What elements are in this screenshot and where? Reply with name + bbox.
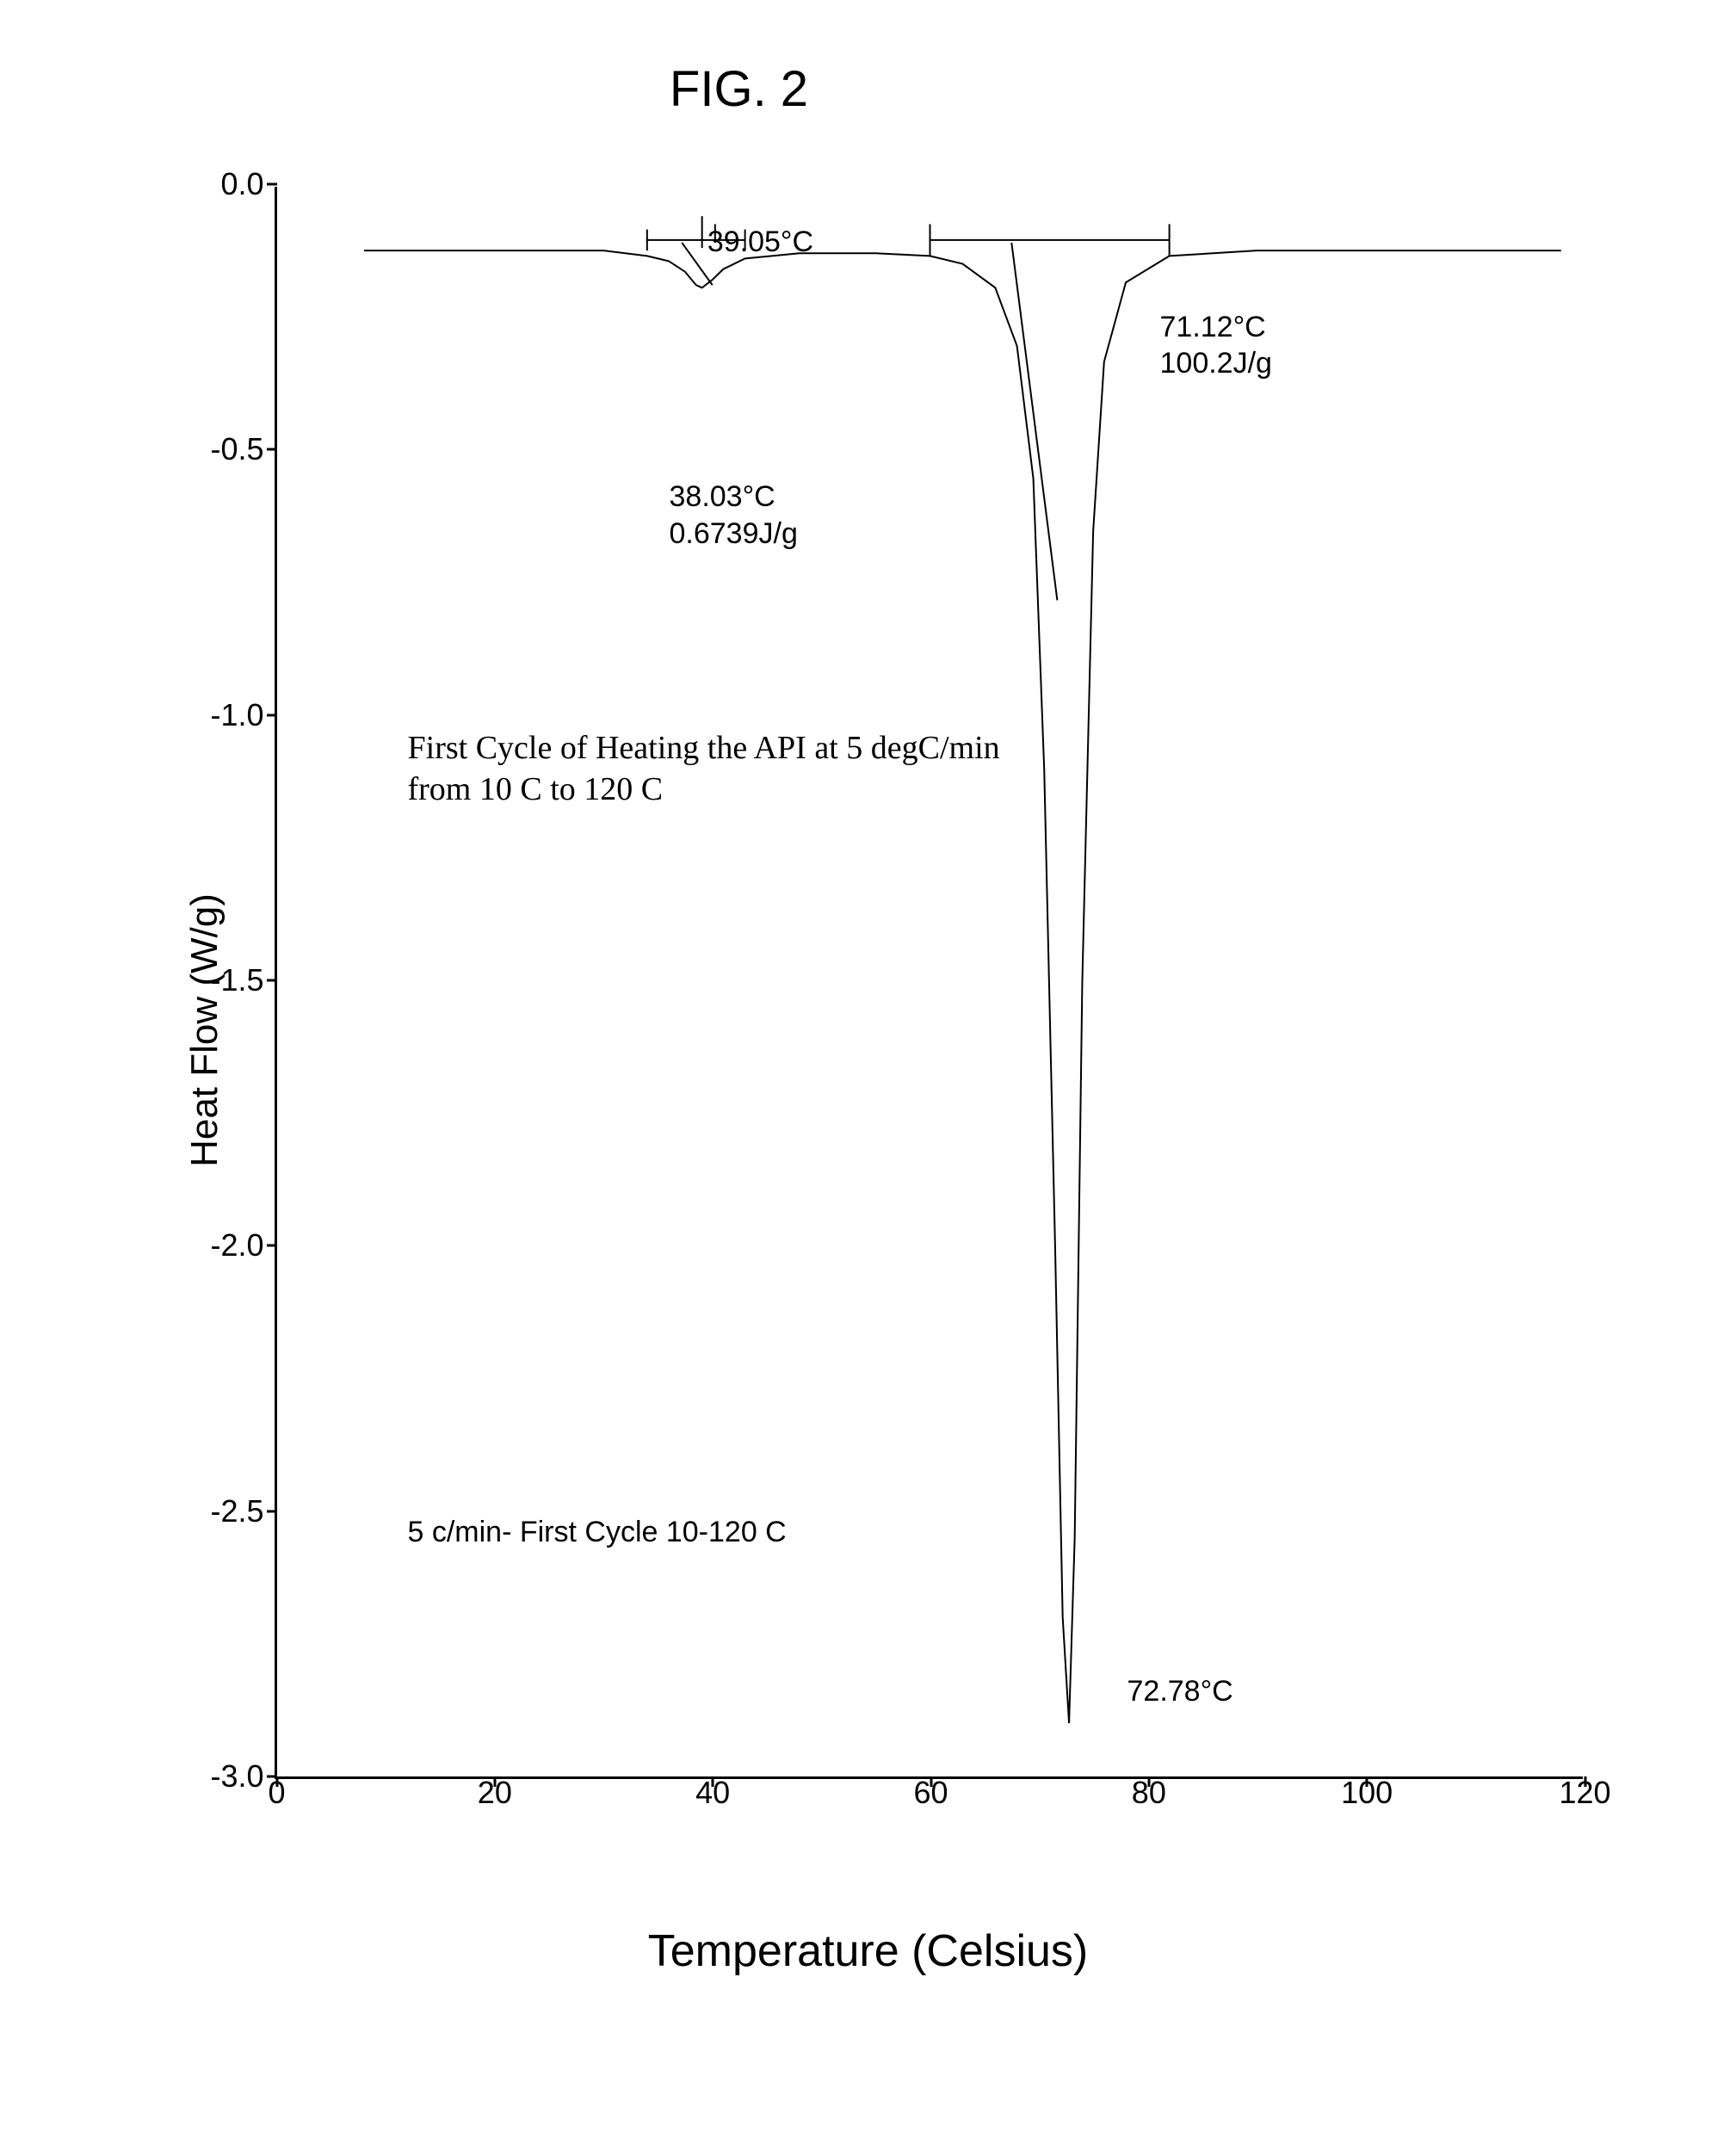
x-tick-label: 60 <box>913 1775 948 1811</box>
peak2-label: 72.78°C <box>1127 1673 1233 1710</box>
plot-area: 0204060801001200.0-0.5-1.0-1.5-2.0-2.5-3… <box>275 187 1583 1779</box>
figure-page: FIG. 2 Heat Flow (W/g) 0204060801001200.… <box>34 34 1702 2116</box>
y-tick-mark <box>267 1245 277 1247</box>
y-tick-label: -3.0 <box>187 1758 264 1795</box>
plot-wrapper: Heat Flow (W/g) 0204060801001200.0-0.5-1… <box>128 187 1609 1874</box>
y-tick-mark <box>267 448 277 451</box>
y-tick-mark <box>267 714 277 716</box>
x-tick-label: 100 <box>1341 1775 1393 1811</box>
x-tick-label: 80 <box>1132 1775 1166 1811</box>
y-tick-label: 0.0 <box>187 166 264 202</box>
y-tick-label: -0.5 <box>187 431 264 467</box>
dsc-curve <box>364 250 1561 1723</box>
description-text: First Cycle of Heating the API at 5 degC… <box>408 728 1000 810</box>
onset2-label: 71.12°C100.2J/g <box>1160 309 1272 382</box>
onset2-tangent <box>1011 243 1057 600</box>
y-tick-label: -2.5 <box>187 1493 264 1529</box>
y-tick-label: -1.0 <box>187 697 264 733</box>
y-axis-label: Heat Flow (W/g) <box>182 893 225 1167</box>
y-tick-mark <box>267 1510 277 1512</box>
x-tick-label: 0 <box>268 1775 285 1811</box>
figure-title: FIG. 2 <box>670 60 808 118</box>
x-tick-label: 40 <box>695 1775 730 1811</box>
x-tick-label: 120 <box>1559 1775 1610 1811</box>
y-tick-label: -2.0 <box>187 1227 264 1263</box>
y-tick-mark <box>267 183 277 186</box>
x-axis-label: Temperature (Celsius) <box>648 1925 1089 1977</box>
y-tick-mark <box>267 979 277 982</box>
caption-text: 5 c/min- First Cycle 10-120 C <box>408 1514 787 1551</box>
y-tick-label: -1.5 <box>187 962 264 998</box>
x-tick-label: 20 <box>478 1775 512 1811</box>
peak1-label: 38.03°C0.6739J/g <box>670 479 798 552</box>
y-tick-mark <box>267 1776 277 1778</box>
onset1-label: 39.05°C <box>707 224 813 261</box>
